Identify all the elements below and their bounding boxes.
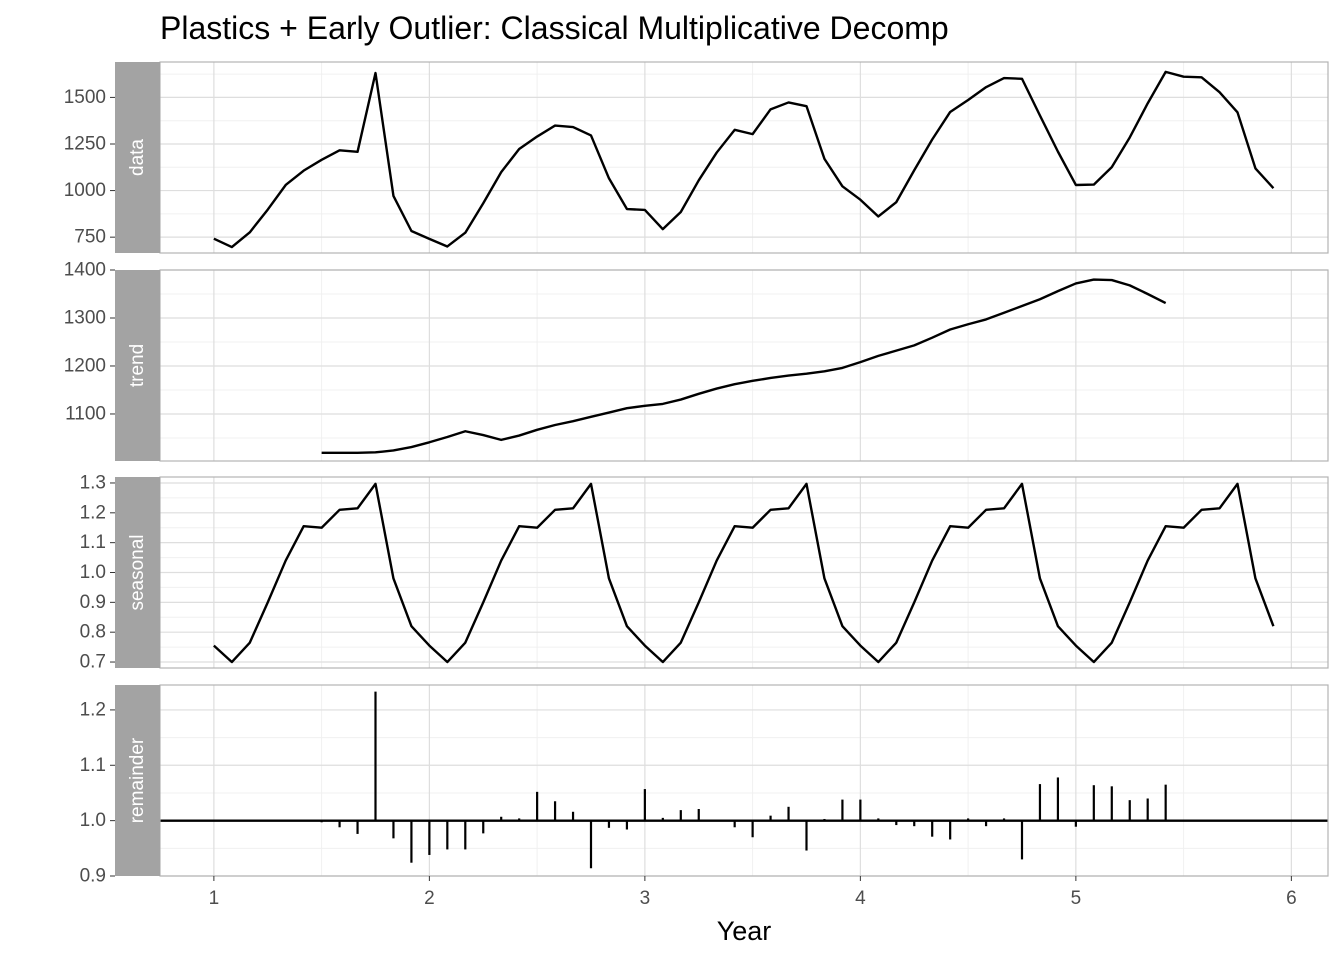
panel-remainder: remainder 0.9 1.0 1.1 1.2 xyxy=(80,684,1329,887)
series-line-data xyxy=(213,70,1275,249)
panel-trend: trend 1100 1200 1300 1400 xyxy=(64,260,1329,462)
panel-background xyxy=(160,62,1328,253)
y-tick-label: 1.0 xyxy=(80,810,106,831)
strip-label-seasonal: seasonal xyxy=(127,534,148,610)
y-tick-label: 750 xyxy=(74,227,106,248)
y-tick-label: 1.1 xyxy=(80,755,106,776)
y-tick-label: 1250 xyxy=(64,133,106,154)
y-tick-label: 1.2 xyxy=(80,699,106,720)
y-tick-label: 1400 xyxy=(64,260,106,281)
x-tick-label: 3 xyxy=(640,888,651,909)
x-tick-label: 5 xyxy=(1071,888,1082,909)
panel-background xyxy=(160,685,1328,876)
strip-data xyxy=(115,62,160,253)
x-tick-label: 2 xyxy=(424,888,435,909)
strip-seasonal xyxy=(115,477,160,668)
y-tick-label: 1100 xyxy=(65,403,106,424)
y-tick-label: 1500 xyxy=(64,87,106,108)
y-tick-label: 0.9 xyxy=(80,592,106,613)
panel-data: data 750 1000 1250 1500 xyxy=(64,61,1329,254)
x-axis: 1 2 3 4 5 6 xyxy=(209,876,1297,909)
y-tick-label: 0.7 xyxy=(80,652,106,673)
y-tick-label: 1.3 xyxy=(80,472,106,493)
y-tick-label: 0.8 xyxy=(80,622,106,643)
strip-trend xyxy=(115,270,160,461)
x-tick-label: 6 xyxy=(1286,888,1297,909)
strip-label-remainder: remainder xyxy=(127,737,148,823)
chart-title: Plastics + Early Outlier: Classical Mult… xyxy=(160,10,949,46)
x-tick-label: 4 xyxy=(855,888,866,909)
x-axis-label: Year xyxy=(717,916,772,946)
series-line-trend xyxy=(321,278,1167,455)
x-tick-label: 1 xyxy=(209,888,220,909)
y-tick-label: 1.2 xyxy=(80,502,106,523)
series-line-seasonal xyxy=(213,482,1275,664)
y-tick-label: 0.9 xyxy=(80,866,106,887)
y-tick-label: 1300 xyxy=(64,307,106,328)
strip-label-data: data xyxy=(127,139,148,176)
strip-label-trend: trend xyxy=(127,344,148,387)
y-tick-label: 1000 xyxy=(64,180,106,201)
panel-seasonal: seasonal 0.7 0.8 0.9 1.0 1.1 1.2 1.3 xyxy=(80,472,1329,673)
strip-remainder xyxy=(115,685,160,876)
panels: data 750 1000 1250 1500 trend 1100 1200 1300 1400… xyxy=(64,61,1329,887)
y-tick-label: 1200 xyxy=(64,355,106,376)
y-tick-label: 1.0 xyxy=(80,562,106,583)
y-tick-label: 1.1 xyxy=(80,532,106,553)
